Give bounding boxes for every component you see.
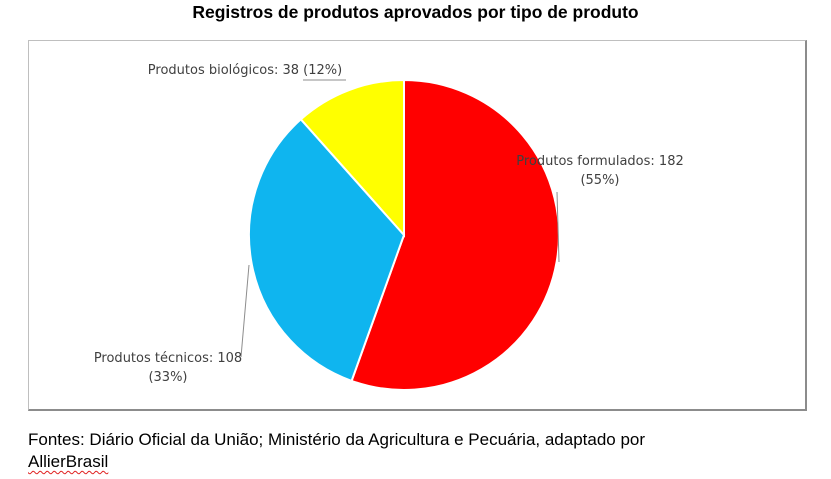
pie-slice-produtos-biol-gicos bbox=[299, 78, 405, 238]
source-name: AllierBrasil bbox=[28, 452, 109, 471]
source-text: Fontes: Diário Oficial da União; Ministé… bbox=[28, 430, 646, 449]
leader-line bbox=[240, 264, 250, 358]
pie-slice-produtos-t-cnicos bbox=[248, 117, 406, 383]
data-label: (55%) bbox=[580, 173, 619, 188]
pie-slice-produtos-formulados bbox=[350, 78, 560, 391]
chart-title: Registros de produtos aprovados por tipo… bbox=[192, 2, 639, 22]
data-label: Produtos biológicos: 38 (12%) bbox=[148, 63, 342, 78]
source-note: Fontes: Diário Oficial da União; Ministé… bbox=[28, 429, 807, 473]
data-label: Produtos formulados: 182 bbox=[516, 154, 684, 169]
leader-line bbox=[556, 191, 560, 263]
data-label: (33%) bbox=[148, 370, 187, 385]
data-label: Produtos técnicos: 108 bbox=[94, 351, 242, 366]
